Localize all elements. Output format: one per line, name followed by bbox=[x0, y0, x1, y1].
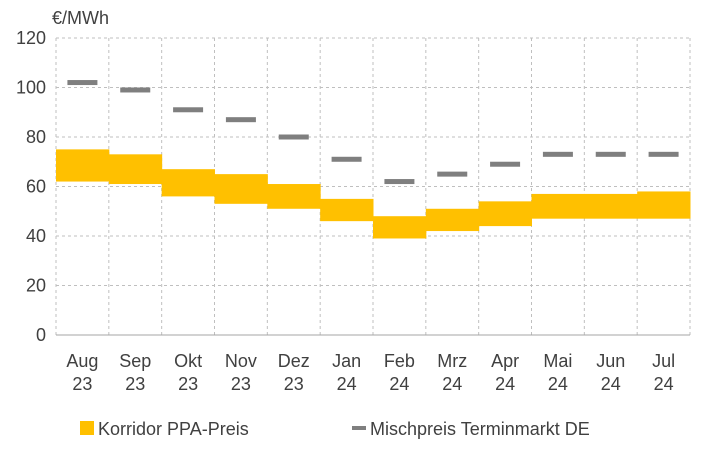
x-tick-label-month: Dez bbox=[278, 351, 310, 371]
ppa-range-series bbox=[56, 149, 691, 239]
y-tick-label: 0 bbox=[36, 325, 46, 345]
x-tick-label-year: 23 bbox=[284, 374, 304, 394]
x-tick-label-month: Feb bbox=[384, 351, 415, 371]
x-tick-label-year: 24 bbox=[337, 374, 357, 394]
market-price-marker bbox=[67, 80, 98, 86]
y-tick-label: 60 bbox=[26, 177, 46, 197]
x-tick-label-year: 23 bbox=[125, 374, 145, 394]
ppa-range-bar bbox=[373, 216, 427, 239]
market-price-marker bbox=[225, 117, 256, 123]
x-tick-label-year: 24 bbox=[654, 374, 674, 394]
ppa-range-bar bbox=[637, 191, 691, 219]
ppa-range-bar bbox=[267, 184, 321, 209]
ppa-range-bar bbox=[425, 208, 480, 232]
x-tick-label-year: 24 bbox=[442, 374, 462, 394]
gridlines bbox=[55, 37, 691, 335]
market-price-series bbox=[67, 80, 679, 185]
x-tick-label-month: Aug bbox=[66, 351, 98, 371]
ppa-range-bar bbox=[478, 201, 532, 227]
x-tick-label-year: 24 bbox=[601, 374, 621, 394]
ppa-range-bar bbox=[56, 149, 110, 182]
ppa-range-bar bbox=[320, 198, 374, 222]
market-price-marker bbox=[120, 87, 151, 93]
axes: 0 20 40 60 80 100 120 Aug 23 Sep 23 Okt 23 Nov 23 Dez 23… bbox=[16, 28, 690, 394]
legend-label-ppa-range: Korridor PPA-Preis bbox=[98, 419, 249, 439]
y-tick-label: 20 bbox=[26, 276, 46, 296]
x-tick-label-month: Jan bbox=[332, 351, 361, 371]
ppa-range-bar bbox=[531, 193, 585, 219]
x-tick-label-month: Apr bbox=[491, 351, 519, 371]
market-price-marker bbox=[173, 107, 204, 113]
market-price-marker bbox=[648, 151, 679, 157]
legend-swatch-market-price bbox=[352, 426, 366, 430]
y-tick-label: 120 bbox=[16, 28, 46, 48]
market-price-marker bbox=[278, 134, 309, 140]
legend-swatch-ppa-range bbox=[80, 421, 94, 435]
market-price-marker bbox=[490, 161, 521, 167]
x-tick-label-month: Sep bbox=[119, 351, 151, 371]
market-price-marker bbox=[331, 156, 362, 162]
x-tick-label-year: 24 bbox=[389, 374, 409, 394]
market-price-marker bbox=[595, 151, 626, 157]
x-tick-label-year: 23 bbox=[178, 374, 198, 394]
x-tick-label-year: 24 bbox=[495, 374, 515, 394]
market-price-marker bbox=[542, 151, 573, 157]
x-tick-label-month: Nov bbox=[225, 351, 257, 371]
ppa-range-bar bbox=[108, 154, 163, 185]
market-price-marker bbox=[437, 171, 468, 177]
y-tick-label: 80 bbox=[26, 127, 46, 147]
x-tick-label-year: 23 bbox=[72, 374, 92, 394]
x-tick-label-month: Okt bbox=[174, 351, 202, 371]
ppa-range-bar bbox=[161, 169, 215, 197]
y-axis-unit: €/MWh bbox=[52, 8, 109, 28]
legend-label-market-price: Mischpreis Terminmarkt DE bbox=[370, 419, 590, 439]
x-tick-label-year: 24 bbox=[548, 374, 568, 394]
y-tick-label: 100 bbox=[16, 78, 46, 98]
legend: Korridor PPA-Preis Mischpreis Terminmark… bbox=[80, 419, 590, 439]
x-tick-label-month: Jul bbox=[652, 351, 675, 371]
market-price-marker bbox=[384, 179, 415, 185]
x-tick-label-month: Mai bbox=[543, 351, 572, 371]
ppa-range-bar bbox=[584, 193, 638, 219]
x-tick-label-month: Mrz bbox=[437, 351, 467, 371]
ppa-range-bar bbox=[214, 174, 268, 204]
x-tick-label-month: Jun bbox=[596, 351, 625, 371]
x-tick-label-year: 23 bbox=[231, 374, 251, 394]
y-tick-label: 40 bbox=[26, 226, 46, 246]
